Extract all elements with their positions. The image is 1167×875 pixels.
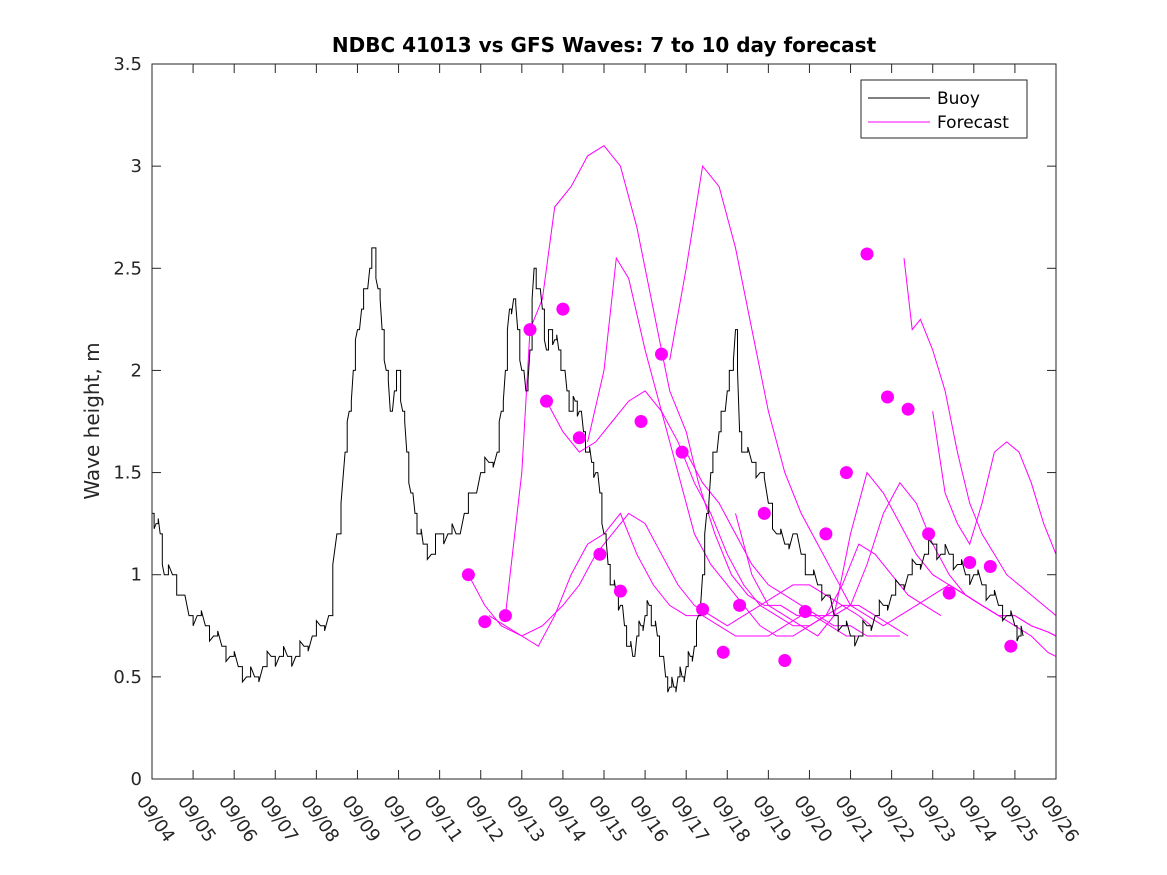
forecast-series-line bbox=[587, 256, 942, 637]
forecast-point bbox=[733, 598, 747, 612]
legend-box bbox=[860, 79, 1028, 139]
y-tick-label: 0 bbox=[131, 769, 142, 790]
forecast-point bbox=[798, 605, 812, 618]
y-tick-label: 3.5 bbox=[113, 54, 142, 75]
plot-frame bbox=[151, 63, 1057, 780]
forecast-point bbox=[963, 556, 977, 569]
y-tick-label: 2.5 bbox=[113, 258, 142, 279]
forecast-point bbox=[942, 586, 956, 600]
y-axis-label: Wave height, m bbox=[80, 342, 104, 499]
forecast-point bbox=[757, 506, 771, 520]
buoy-series-line bbox=[152, 247, 1024, 693]
forecast-series-line bbox=[488, 512, 900, 647]
forecast-point bbox=[523, 323, 537, 337]
forecast-point bbox=[922, 527, 936, 541]
y-tick-label: 1.5 bbox=[113, 463, 142, 484]
forecast-point bbox=[860, 247, 874, 261]
forecast-point bbox=[778, 654, 792, 667]
y-tick-label: 1 bbox=[131, 565, 142, 586]
forecast-point bbox=[901, 402, 915, 416]
forecast-point bbox=[478, 615, 492, 629]
legend: Buoy Forecast bbox=[860, 79, 1028, 139]
forecast-point bbox=[498, 609, 512, 623]
forecast-series-line bbox=[504, 145, 863, 637]
forecast-series-line bbox=[467, 512, 872, 637]
forecast-point bbox=[881, 390, 894, 404]
forecast-point bbox=[540, 394, 553, 408]
chart-title: NDBC 41013 vs GFS Waves: 7 to 10 day for… bbox=[332, 33, 877, 57]
forecast-series-line bbox=[735, 471, 1057, 657]
y-axis-ticks: 0 0.5 1 1.5 2 2.5 3 3.5 bbox=[113, 54, 1056, 790]
y-tick-label: 0.5 bbox=[113, 667, 142, 688]
forecast-point bbox=[675, 445, 689, 459]
forecast-point bbox=[696, 602, 710, 616]
forecast-series-line bbox=[932, 411, 1057, 555]
forecast-point bbox=[593, 547, 607, 561]
forecast-point bbox=[716, 645, 730, 659]
forecast-series-line bbox=[685, 451, 1057, 637]
forecast-point bbox=[819, 527, 833, 541]
forecast-point bbox=[556, 302, 570, 316]
legend-buoy-label: Buoy bbox=[937, 89, 980, 109]
forecast-point bbox=[983, 560, 997, 573]
forecast-point bbox=[572, 431, 586, 445]
forecast-point bbox=[613, 584, 627, 598]
forecast-point bbox=[634, 415, 648, 428]
forecast-series-line bbox=[903, 258, 1057, 616]
y-tick-label: 2 bbox=[131, 360, 142, 381]
forecast-point bbox=[461, 568, 475, 582]
y-tick-label: 3 bbox=[131, 156, 142, 177]
forecast-point bbox=[655, 347, 668, 361]
legend-forecast-label: Forecast bbox=[937, 113, 1009, 133]
plot-area bbox=[152, 145, 1057, 693]
forecast-series-line bbox=[546, 390, 909, 637]
forecast-point bbox=[839, 466, 853, 480]
forecast-point bbox=[1004, 639, 1018, 653]
